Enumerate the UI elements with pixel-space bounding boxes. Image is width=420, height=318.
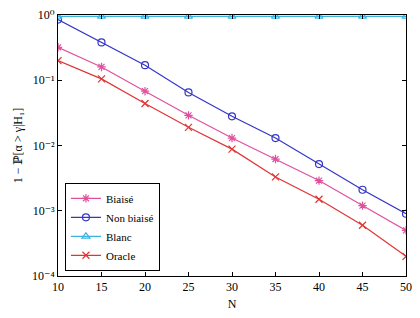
svg-text:Oracle: Oracle	[106, 250, 135, 262]
svg-text:10⁰: 10⁰	[38, 8, 55, 22]
svg-text:10⁻⁴: 10⁻⁴	[32, 269, 55, 283]
svg-text:10⁻³: 10⁻³	[33, 204, 55, 218]
svg-text:45: 45	[357, 280, 369, 294]
svg-text:35: 35	[270, 280, 282, 294]
svg-text:Blanc: Blanc	[106, 231, 132, 243]
svg-text:25: 25	[183, 280, 195, 294]
svg-text:10⁻¹: 10⁻¹	[33, 73, 55, 87]
svg-text:10: 10	[52, 280, 64, 294]
svg-text:50: 50	[400, 280, 412, 294]
svg-text:Non biaisé: Non biaisé	[106, 212, 153, 224]
svg-text:30: 30	[226, 280, 238, 294]
svg-text:N: N	[228, 297, 237, 311]
svg-text:20: 20	[139, 280, 151, 294]
svg-text:Biaisé: Biaisé	[106, 193, 134, 205]
svg-text:15: 15	[96, 280, 108, 294]
svg-text:40: 40	[313, 280, 325, 294]
svg-text:10⁻²: 10⁻²	[33, 139, 55, 153]
svg-text:1 − ℙ[α > γ|H₁]: 1 − ℙ[α > γ|H₁]	[11, 108, 25, 183]
